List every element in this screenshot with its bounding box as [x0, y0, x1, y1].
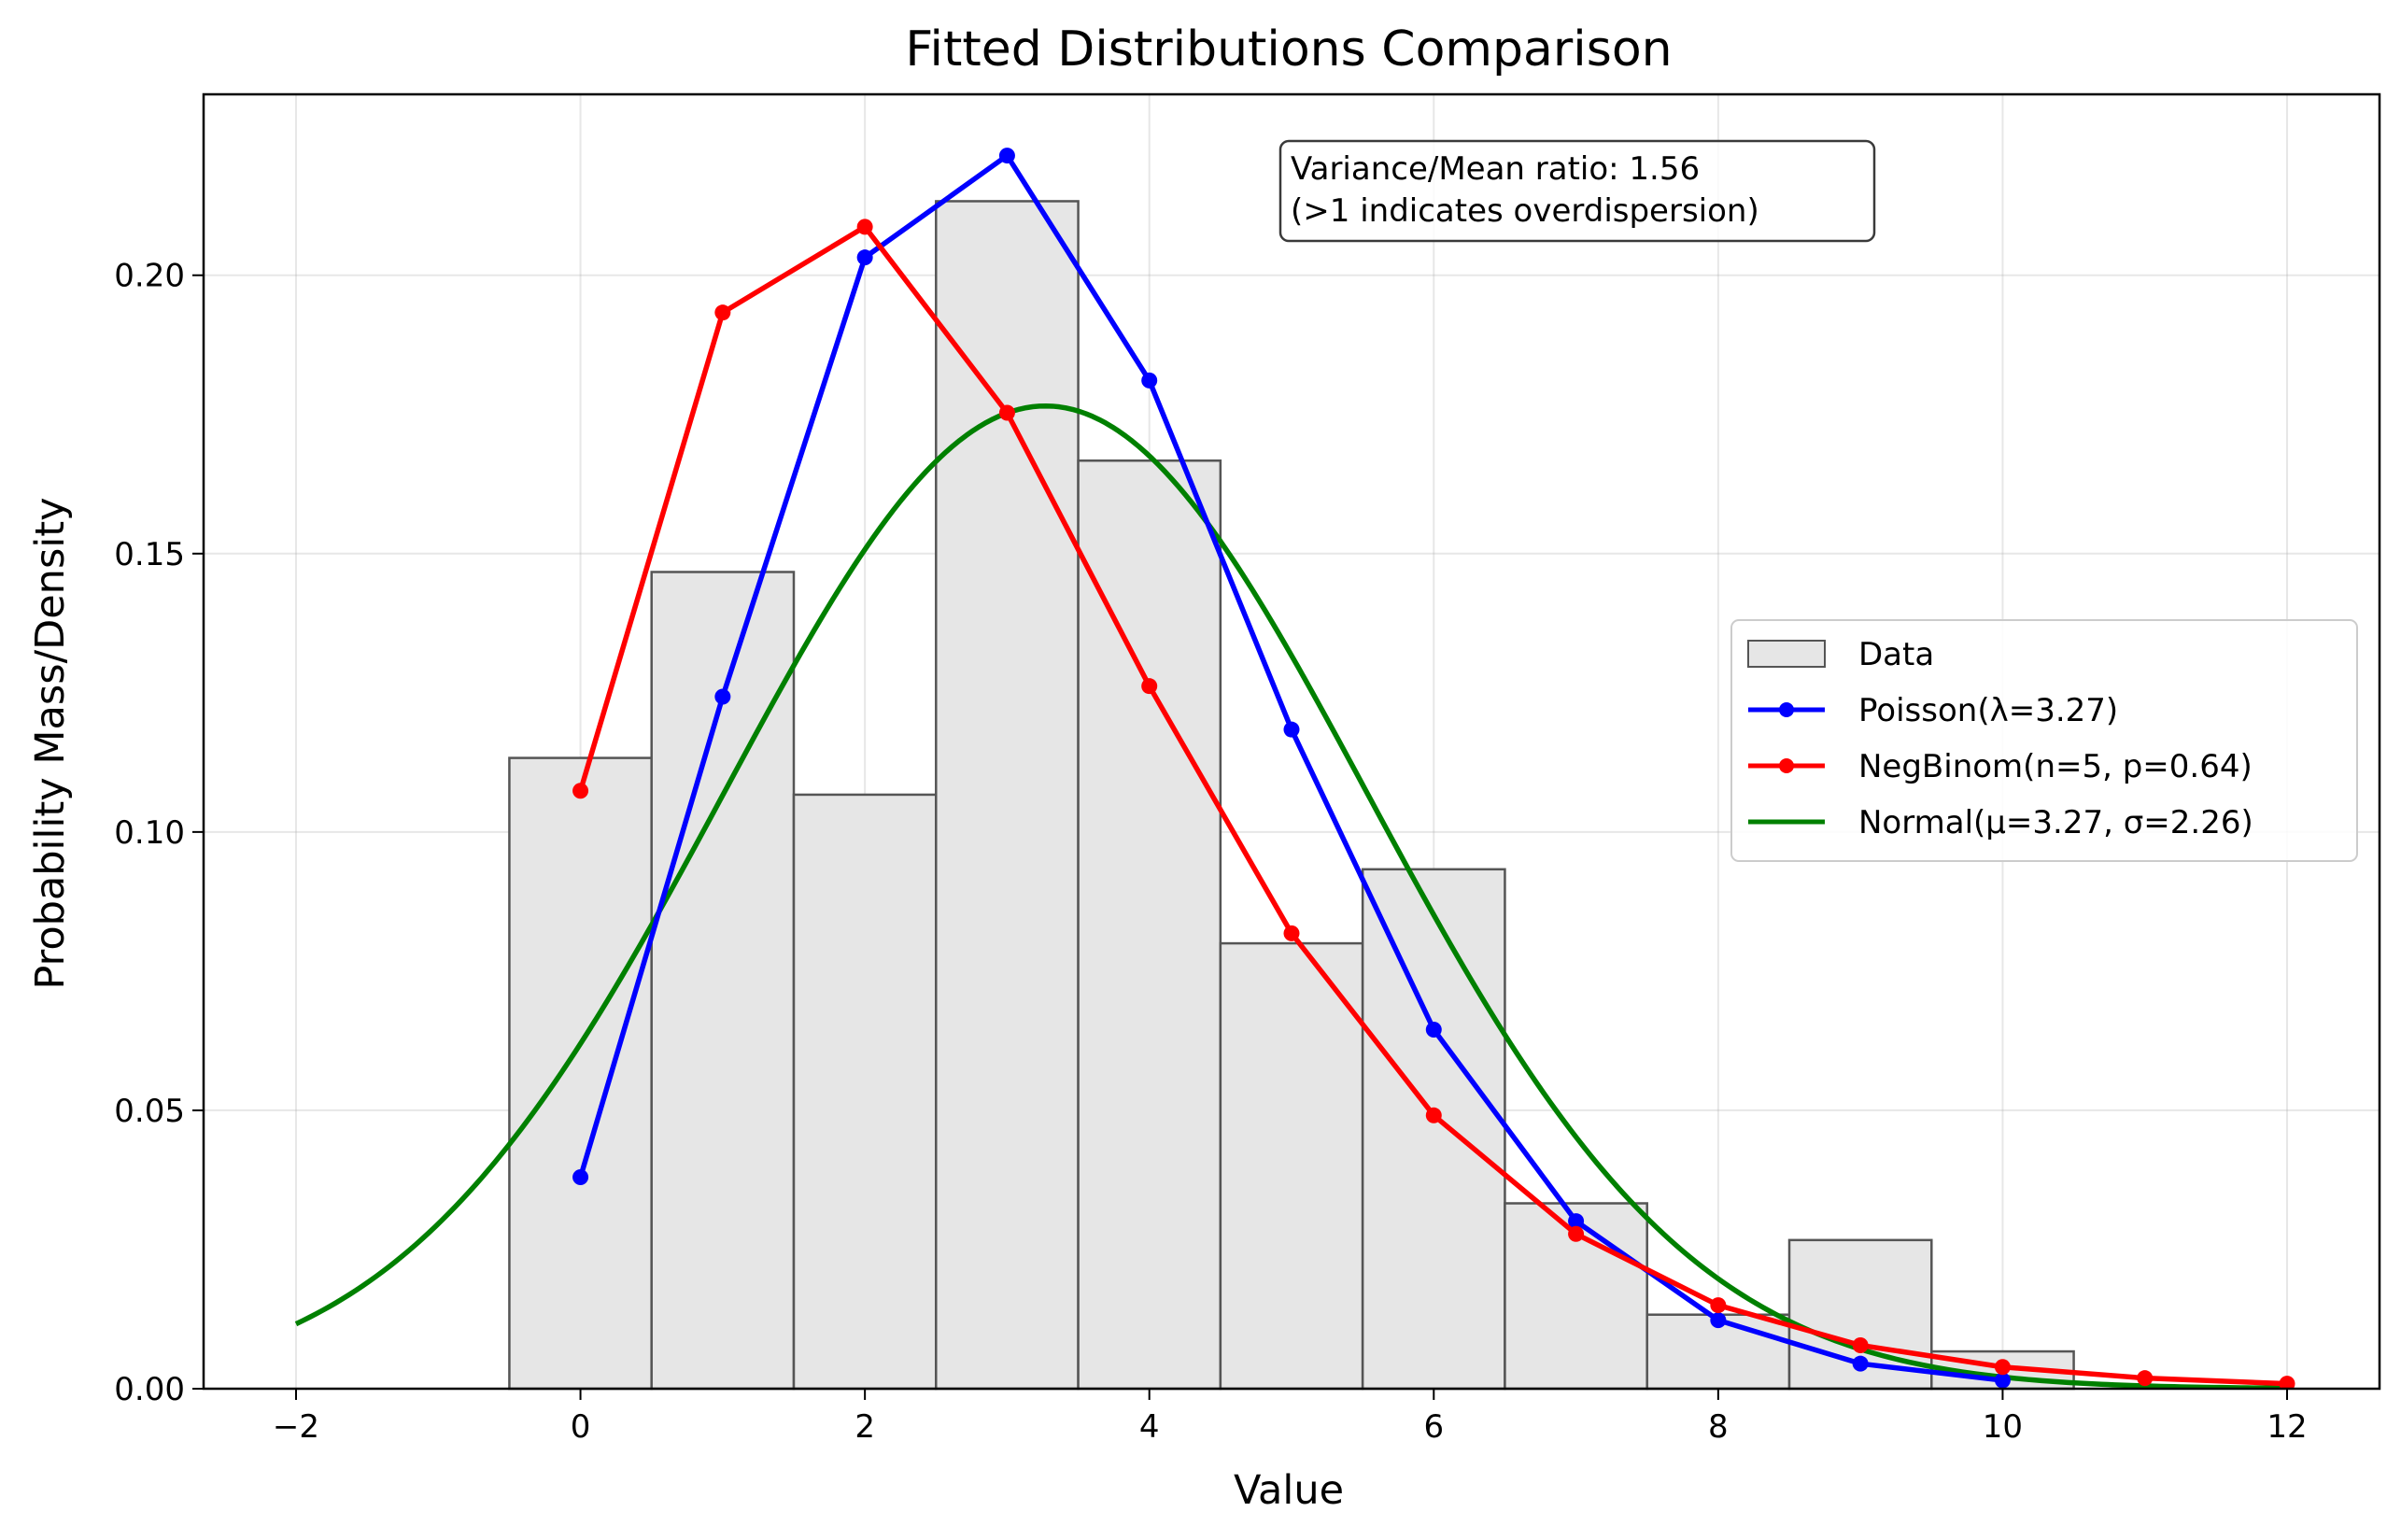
poisson-point: [1283, 721, 1300, 738]
annotation-frame: [1278, 139, 1876, 243]
plot-frame: [202, 92, 2381, 1391]
poisson-point: [1141, 372, 1158, 389]
histogram-bars: [508, 200, 2075, 1391]
chart-title: Fitted Distributions Comparison: [905, 21, 1672, 78]
legend-marker-negbinom: [1779, 758, 1794, 773]
poisson-point: [1710, 1312, 1727, 1329]
legend-marker-poisson: [1779, 702, 1794, 717]
poisson-point: [1852, 1355, 1869, 1372]
x-tick-label: 0: [571, 1408, 591, 1446]
y-tick-label: 0.00: [114, 1371, 185, 1408]
x-tick-label: −2: [273, 1408, 319, 1446]
annotation-line-1: Variance/Mean ratio: 1.56: [1291, 150, 1700, 188]
legend-frame: [1730, 619, 2358, 862]
y-tick-label: 0.10: [114, 814, 185, 852]
histogram-bar: [792, 793, 938, 1391]
negbinom-point: [1710, 1297, 1727, 1314]
series-lines: [294, 148, 2295, 1389]
legend-label-normal: Normal(μ=3.27, σ=2.26): [1858, 804, 2253, 841]
y-tick-label: 0.15: [114, 536, 185, 573]
negbinom-point: [856, 219, 873, 235]
annotation-line-2: (>1 indicates overdispersion): [1291, 192, 1759, 230]
histogram-bar: [1361, 868, 1506, 1391]
poisson-point: [1994, 1372, 2011, 1389]
poisson-point: [714, 688, 731, 705]
y-axis-label: Probability Mass/Density: [27, 497, 74, 989]
negbinom-point: [998, 404, 1015, 421]
y-tick-label: 0.05: [114, 1093, 185, 1130]
histogram-bar: [1077, 459, 1222, 1391]
poisson-point: [572, 1168, 589, 1185]
histogram-bar: [508, 756, 653, 1391]
x-tick-label: 4: [1139, 1408, 1160, 1446]
poisson-point: [1568, 1213, 1585, 1230]
legend-swatch-data: [1747, 640, 1826, 668]
negbinom-point: [2279, 1376, 2295, 1389]
legend-label-negbinom: NegBinom(n=5, p=0.64): [1858, 748, 2253, 785]
x-tick-label: 8: [1708, 1408, 1729, 1446]
x-tick-label: 6: [1423, 1408, 1444, 1446]
axis-ticks: −2 0 2 4 6 8 10 12 0.00 0.05 0.10 0.15 0.20: [114, 258, 2307, 1446]
negbinom-point: [1852, 1337, 1869, 1354]
x-tick-label: 12: [2267, 1408, 2307, 1446]
negbinom-point: [572, 783, 589, 799]
negbinom-point: [714, 304, 731, 321]
y-tick-label: 0.20: [114, 258, 185, 295]
histogram-bar: [1219, 941, 1364, 1391]
x-axis-label: Value: [1234, 1467, 1344, 1514]
negbinom-point: [1425, 1107, 1442, 1123]
x-tick-label: 10: [1983, 1408, 2023, 1446]
histogram-bar: [935, 200, 1080, 1391]
poisson-point: [856, 249, 873, 266]
legend-label-poisson: Poisson(λ=3.27): [1858, 692, 2118, 729]
annotation-box: Variance/Mean ratio: 1.56 (>1 indicates …: [1278, 139, 1876, 243]
x-tick-label: 2: [854, 1408, 875, 1446]
legend: Data Poisson(λ=3.27) NegBinom(n=5, p=0.6…: [1730, 619, 2358, 862]
negbinom-point: [2137, 1370, 2154, 1387]
poisson-point: [998, 148, 1015, 164]
negbinom-point: [1568, 1225, 1585, 1242]
poisson-point: [1425, 1021, 1442, 1038]
negbinom-point: [1994, 1359, 2011, 1376]
negbinom-point: [1283, 925, 1300, 941]
normal-curve: [294, 403, 2288, 1389]
legend-label-data: Data: [1858, 636, 1934, 673]
negbinom-point: [1141, 678, 1158, 695]
